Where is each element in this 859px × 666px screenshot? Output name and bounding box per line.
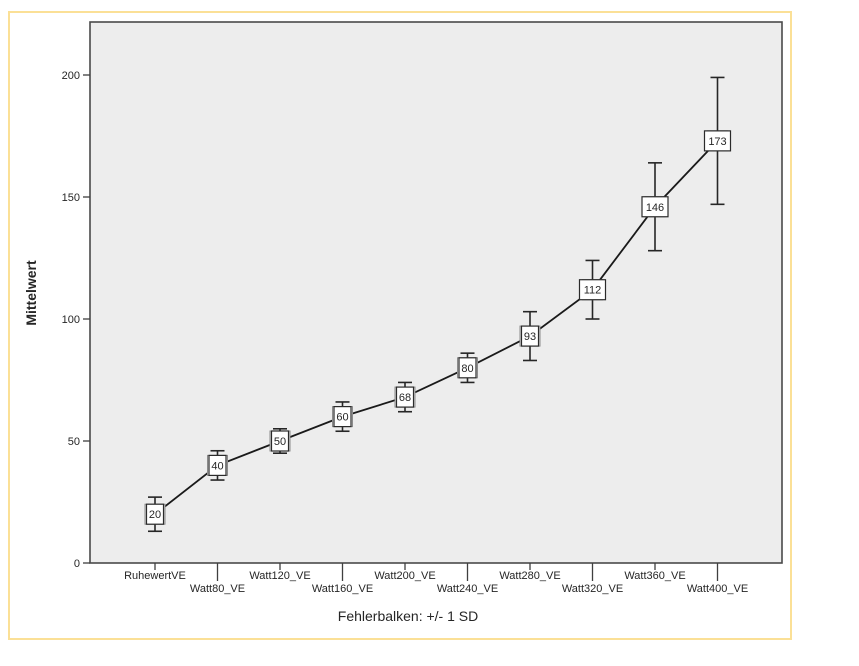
y-tick-label: 150 bbox=[62, 192, 80, 204]
point-label: 50 bbox=[274, 436, 286, 448]
point-label: 146 bbox=[646, 202, 664, 214]
y-tick-label: 50 bbox=[68, 436, 80, 448]
y-axis-title: Mittelwert bbox=[23, 260, 39, 326]
x-tick-label: Watt200_VE bbox=[374, 570, 435, 582]
point-label: 173 bbox=[708, 136, 726, 148]
y-tick-label: 100 bbox=[62, 314, 80, 326]
point-label: 60 bbox=[336, 412, 348, 424]
x-tick-label: RuhewertVE bbox=[124, 570, 186, 582]
point-label: 68 bbox=[399, 392, 411, 404]
point-label-box bbox=[703, 130, 732, 152]
x-tick-label: Watt120_VE bbox=[249, 570, 310, 582]
point-label: 112 bbox=[584, 285, 602, 297]
x-tick-label: Watt320_VE bbox=[562, 583, 623, 595]
x-tick-label: Watt160_VE bbox=[312, 583, 373, 595]
point-label: 80 bbox=[461, 363, 473, 375]
point-label: 93 bbox=[524, 331, 536, 343]
y-tick-label: 0 bbox=[74, 558, 80, 570]
error-bar-caption: Fehlerbalken: +/- 1 SD bbox=[338, 608, 478, 624]
point-label-box bbox=[333, 406, 352, 428]
point-label-box bbox=[270, 430, 290, 452]
point-label-box bbox=[395, 386, 415, 408]
x-tick-label: Watt360_VE bbox=[624, 570, 685, 582]
x-tick-label: Watt280_VE bbox=[499, 570, 560, 582]
point-label-box bbox=[578, 279, 607, 301]
point-label: 20 bbox=[149, 509, 161, 521]
plot-area bbox=[89, 21, 783, 564]
x-tick-label: Watt400_VE bbox=[687, 583, 748, 595]
chart-generated-layer: 0 50 100 150 200 RuhewertVE Watt80_VE Watt120_V… bbox=[62, 21, 783, 595]
y-tick-label: 200 bbox=[62, 70, 80, 82]
chart-frame[interactable]: 0 50 100 150 200 RuhewertVE Watt80_VE Watt120_V… bbox=[8, 11, 792, 640]
point-label-box bbox=[520, 325, 540, 347]
point-label: 40 bbox=[211, 460, 223, 472]
point-label-box bbox=[208, 454, 227, 476]
point-label-box bbox=[145, 503, 165, 525]
chart-canvas: 0 50 100 150 200 RuhewertVE Watt80_VE Watt120_V… bbox=[23, 21, 783, 624]
x-tick-label: Watt80_VE bbox=[190, 583, 245, 595]
point-label-box bbox=[641, 196, 669, 218]
series-line bbox=[154, 140, 719, 515]
point-label-box bbox=[458, 357, 477, 379]
x-tick-label: Watt240_VE bbox=[437, 583, 498, 595]
